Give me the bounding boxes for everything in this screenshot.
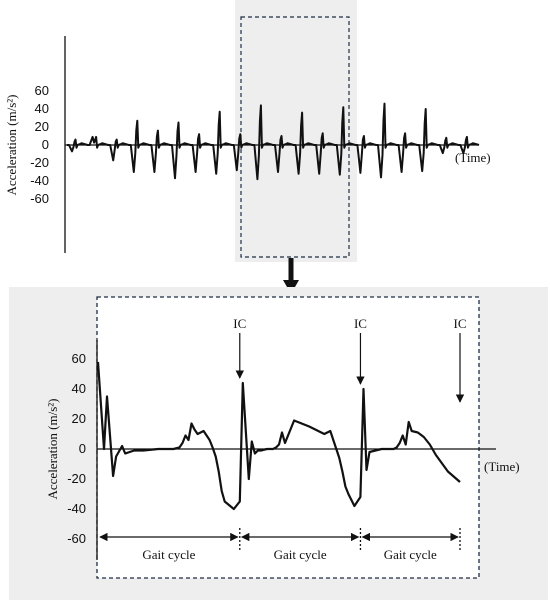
bottom-y-tick-label: -40 (67, 501, 86, 516)
top-y-axis-label: Acceleration (m/s²) (4, 95, 19, 196)
top-y-tick-label: -60 (30, 191, 49, 206)
top-series-line (67, 102, 480, 181)
top-y-tick-label: 20 (35, 119, 49, 134)
gait-cycle-label: Gait cycle (142, 547, 195, 562)
gait-cycle-label: Gait cycle (384, 547, 437, 562)
bottom-y-tick-label: 60 (72, 351, 86, 366)
highlight-background (235, 0, 357, 262)
top-x-axis-label: (Time) (455, 150, 491, 165)
ic-label: IC (454, 316, 467, 331)
gait-cycle-label: Gait cycle (274, 547, 327, 562)
bottom-y-tick-label: 40 (72, 381, 86, 396)
top-y-tick-label: 40 (35, 101, 49, 116)
bottom-chart: 60 40 20 0 -20 -40 -60 IC IC IC Gait cycle Gait c… (9, 287, 548, 600)
detail-frame (96, 296, 480, 579)
bottom-series-line (96, 361, 461, 511)
top-y-tick-label: 0 (42, 137, 49, 152)
gait-cycle-span: Gait cycle (361, 528, 461, 562)
top-chart: 60 40 20 0 -20 -40 -60 (Time) Acceleration (m/… (4, 0, 491, 262)
ic-annotation: IC (454, 316, 467, 403)
bottom-y-tick-label: -60 (67, 531, 86, 546)
gait-cycle-span: Gait cycle (240, 528, 362, 562)
bottom-x-axis-label: (Time) (484, 459, 520, 474)
bottom-y-tick-label: 20 (72, 411, 86, 426)
bottom-y-tick-label: -20 (67, 471, 86, 486)
bottom-y-axis-label: Acceleration (m/s²) (45, 399, 60, 500)
top-y-tick-label: -20 (30, 155, 49, 170)
top-y-tick-label: -40 (30, 173, 49, 188)
bottom-y-tick-label: 0 (79, 441, 86, 456)
ic-label: IC (233, 316, 246, 331)
ic-annotation: IC (233, 316, 246, 379)
ic-label: IC (354, 316, 367, 331)
ic-annotation: IC (354, 316, 367, 385)
gait-cycle-span: Gait cycle (99, 528, 241, 562)
top-y-tick-label: 60 (35, 83, 49, 98)
